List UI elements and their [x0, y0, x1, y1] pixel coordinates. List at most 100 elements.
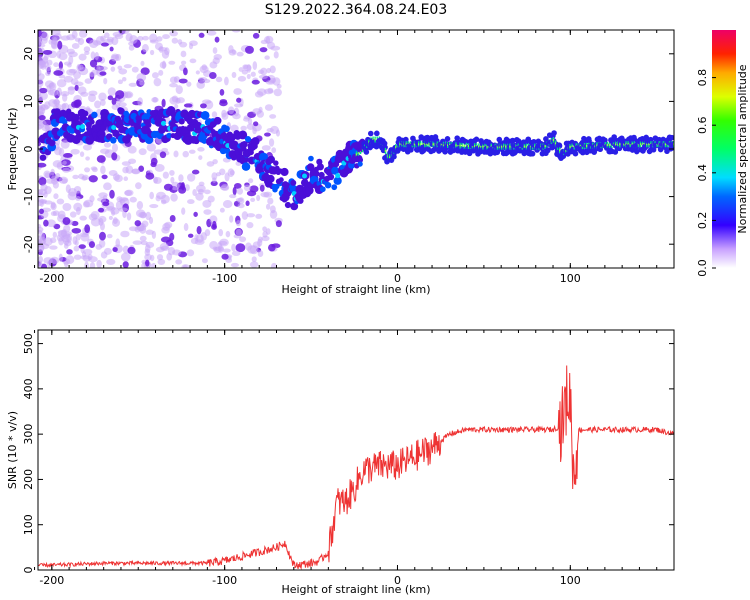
noise-cell	[129, 196, 137, 203]
noise-cell	[114, 174, 123, 183]
noise-cell	[90, 51, 96, 60]
noise-cell	[129, 34, 138, 44]
colorbar-tick-label: 0.6	[696, 116, 709, 134]
ridge-peak	[422, 143, 424, 146]
noise-cell	[250, 197, 256, 203]
colorbar-tick-label: 0.2	[696, 212, 709, 230]
noise-cell	[239, 236, 247, 243]
ridge-peak	[664, 143, 667, 146]
noise-cell	[171, 95, 179, 103]
noise-cell	[265, 203, 271, 210]
noise-cell	[107, 87, 116, 96]
noise-cell	[73, 185, 82, 194]
noise-cell	[88, 256, 98, 263]
noise-cell	[229, 215, 234, 223]
ridge-hotspot	[335, 173, 341, 179]
ridge-peak	[585, 144, 588, 147]
x-tick-label: 0	[394, 574, 401, 587]
noise-cell	[149, 39, 159, 44]
noise-cell	[195, 70, 200, 75]
noise-cell	[60, 35, 71, 41]
noise-cell	[225, 230, 231, 238]
noise-cell	[38, 192, 45, 197]
noise-cell	[124, 92, 132, 98]
noise-cell	[145, 241, 155, 249]
noise-cell	[169, 169, 175, 176]
noise-cell	[257, 250, 264, 258]
snr-frame	[37, 329, 675, 571]
noise-cell	[98, 215, 107, 223]
noise-cell	[169, 76, 178, 84]
snr-plot-area	[38, 330, 674, 570]
ridge-cell	[382, 144, 388, 151]
noise-cell	[111, 97, 117, 106]
noise-cell	[201, 99, 212, 104]
noise-cell	[172, 249, 182, 256]
noise-cell	[237, 203, 245, 209]
noise-cell	[246, 221, 254, 229]
ridge-cell	[297, 197, 304, 204]
noise-cell	[112, 247, 118, 253]
ridge-peak	[440, 143, 443, 146]
noise-cell	[73, 81, 84, 87]
ridge-peak	[614, 143, 617, 146]
noise-cell	[98, 239, 106, 248]
noise-cell	[49, 88, 59, 96]
noise-cell	[258, 106, 263, 113]
noise-cell	[62, 160, 67, 165]
noise-cell	[275, 220, 282, 228]
ridge-peak	[646, 143, 648, 146]
ridge-peak	[473, 145, 476, 148]
noise-cell	[145, 229, 154, 235]
noise-cell	[58, 253, 63, 263]
noise-cell	[198, 32, 205, 38]
ridge-peak	[608, 143, 611, 146]
ridge-cell	[374, 130, 380, 137]
noise-cell	[67, 86, 76, 91]
noise-cell	[43, 219, 49, 227]
ridge-peak	[648, 143, 650, 146]
ridge-cell	[241, 140, 248, 148]
ridge-peak	[554, 142, 557, 145]
noise-cell	[88, 93, 96, 103]
noise-cell	[153, 77, 162, 87]
noise-cell	[131, 168, 140, 174]
noise-cell	[110, 54, 120, 62]
ridge-cell	[442, 149, 448, 155]
noise-cell	[100, 42, 109, 47]
noise-cell	[38, 243, 44, 248]
noise-cell	[188, 43, 194, 50]
noise-cell	[71, 227, 82, 234]
noise-cell	[158, 69, 164, 76]
noise-cell	[75, 195, 81, 201]
noise-cell	[83, 46, 91, 53]
noise-cell	[62, 217, 71, 226]
noise-cell	[249, 245, 259, 255]
noise-cell	[231, 250, 241, 257]
noise-cell	[258, 74, 269, 79]
noise-cell	[79, 215, 87, 221]
noise-cell	[108, 215, 113, 220]
noise-cell	[38, 235, 43, 244]
y-tick-label: 20	[22, 47, 35, 61]
ridge-peak	[417, 143, 420, 146]
ridge-cell	[544, 147, 551, 154]
noise-cell	[98, 92, 107, 101]
noise-cell	[88, 213, 98, 221]
ridge-peak	[480, 145, 482, 148]
noise-cell	[80, 233, 90, 242]
x-tick-label: 100	[560, 574, 581, 587]
noise-cell	[142, 35, 149, 41]
ridge-cell	[91, 111, 98, 119]
y-tick-label: 0	[22, 146, 35, 153]
noise-cell	[150, 157, 158, 166]
noise-cell	[126, 212, 132, 221]
noise-cell	[233, 182, 242, 189]
noise-cell	[51, 177, 58, 185]
noise-cell	[46, 219, 56, 228]
noise-cell	[212, 246, 218, 251]
noise-cell	[118, 102, 127, 107]
ridge-cell	[433, 137, 440, 144]
ridge-cell	[444, 136, 451, 142]
noise-cell	[94, 51, 99, 61]
